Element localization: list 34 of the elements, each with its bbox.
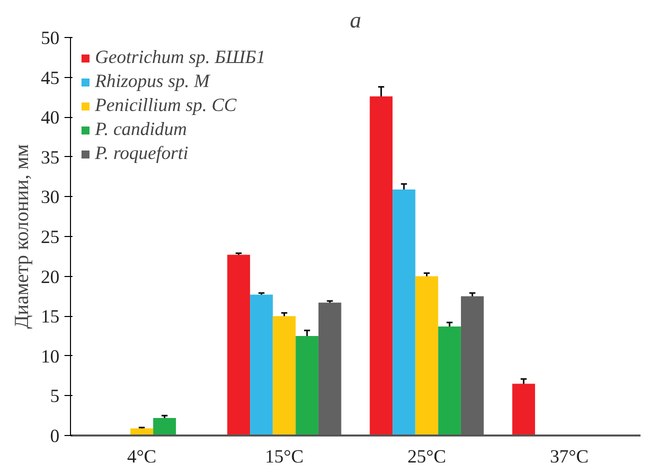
- bar: [272, 316, 296, 436]
- y-axis-title: Диаметр колонии, мм: [10, 144, 33, 329]
- y-tick-label: 25: [40, 227, 60, 248]
- bar: [512, 384, 536, 436]
- legend-label: Geotrichum sp. БШБ1: [95, 47, 266, 69]
- legend-label: P. candidum: [95, 119, 187, 141]
- legend-label: Penicillium sp. CC: [95, 95, 236, 117]
- bar: [250, 294, 273, 436]
- chart-title: a: [350, 8, 362, 32]
- bar: [438, 326, 461, 436]
- y-tick-label: 50: [40, 28, 60, 49]
- y-tick-label: 15: [40, 306, 60, 328]
- bar: [370, 96, 393, 436]
- bar: [392, 190, 416, 436]
- x-tick-label: 25°C: [407, 446, 446, 468]
- x-tick-label: 37°C: [550, 446, 589, 468]
- y-tick-label: 45: [40, 68, 60, 89]
- y-tick-label: 35: [40, 147, 60, 168]
- legend-label: Rhizopus sp. M: [95, 71, 210, 93]
- bar: [296, 336, 318, 436]
- x-tick-label: 15°C: [264, 446, 304, 468]
- bar: [153, 418, 176, 436]
- bar: [415, 276, 438, 436]
- x-tick-label: 4°C: [127, 446, 156, 468]
- y-tick-label: 0: [50, 426, 60, 447]
- bar: [460, 296, 484, 436]
- y-tick-label: 40: [40, 108, 60, 129]
- bar: [318, 302, 342, 436]
- y-tick-label: 30: [40, 187, 60, 208]
- y-tick-label: 5: [50, 386, 60, 408]
- y-tick-label: 20: [40, 266, 60, 288]
- bar: [227, 254, 250, 436]
- legend-label: P. roqueforti: [95, 143, 188, 165]
- y-tick-label: 10: [40, 346, 60, 368]
